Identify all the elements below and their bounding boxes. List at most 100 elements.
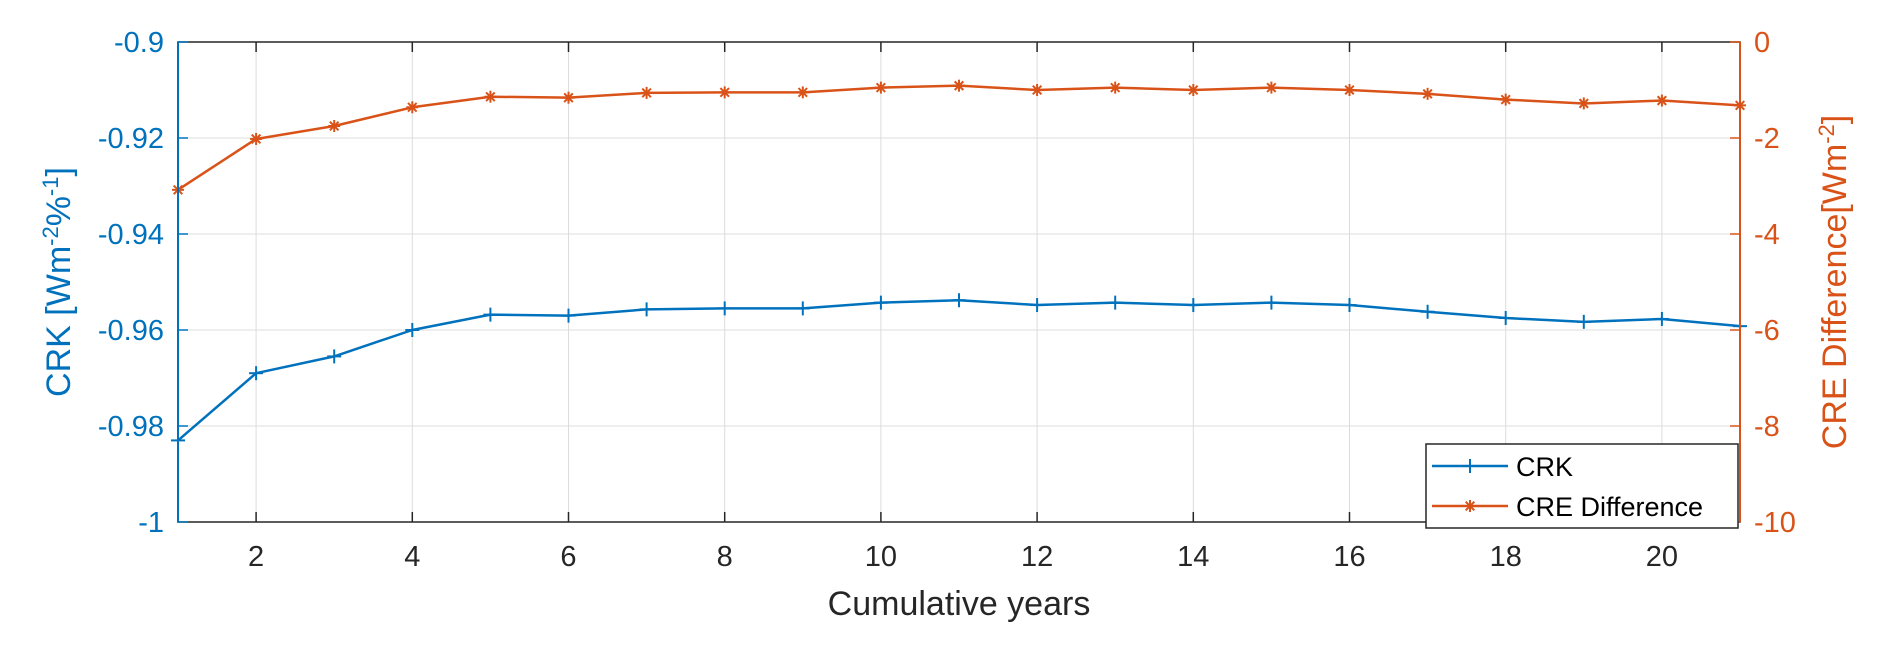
y-axis-right-title: CRE Difference[Wm-2] [1814, 115, 1855, 449]
crk-point [483, 307, 498, 322]
cre-difference-point-d2 [719, 87, 730, 98]
cre-difference-point-d2 [1578, 98, 1589, 109]
y-right-title-part-2: ] [1816, 115, 1854, 124]
cre-difference-point [1109, 81, 1122, 94]
x-tick-label: 18 [1490, 541, 1522, 573]
y-right-tick-label: -8 [1754, 411, 1780, 443]
crk-point [639, 302, 654, 317]
cre-difference-point [328, 120, 341, 132]
cre-difference-point [953, 79, 965, 92]
cre-difference-point [1343, 84, 1356, 96]
cre-difference-point-d2 [251, 133, 262, 144]
y-axis-left-title: CRK [Wm-2%-1] [38, 167, 79, 397]
cre-difference-point [718, 86, 731, 99]
y-right-tick-label: -6 [1754, 315, 1780, 347]
crk-point [1654, 311, 1669, 326]
cre-difference-point [640, 86, 653, 99]
cre-difference-point-d2 [797, 87, 808, 98]
x-tick-label: 20 [1646, 541, 1678, 573]
legend-marker-cre-difference-d2 [1464, 500, 1476, 512]
cre-difference-point [484, 90, 497, 103]
cre-difference-point-d2 [875, 82, 886, 93]
crk-point [795, 301, 810, 316]
cre-difference-point-d2 [953, 80, 965, 91]
cre-difference-point [250, 132, 263, 145]
cre-difference-point [1499, 93, 1512, 106]
cre-difference-point [406, 101, 419, 114]
cre-difference-point [796, 86, 809, 99]
crk-point [1186, 298, 1201, 313]
cre-difference-point [1655, 94, 1668, 107]
y-left-tick-label: -0.92 [98, 123, 164, 155]
crk-point [873, 295, 888, 310]
axis-ticks: 2 4 6 8 10 12 14 16 18 20 -1 -0.98 -0.96 -0.94 -0.92 -0… [98, 27, 1796, 573]
crk-point [327, 349, 342, 364]
cre-difference-point-d2 [1344, 84, 1355, 96]
legend-box [1425, 443, 1739, 529]
cre-difference-point-d2 [485, 91, 496, 102]
crk-point [249, 366, 264, 381]
cre-difference-point-d2 [1656, 95, 1667, 106]
legend-marker-crk [1463, 459, 1477, 473]
crk-point [1264, 295, 1279, 310]
x-tick-label: 10 [865, 541, 897, 573]
cre-difference-point [562, 91, 575, 104]
y-left-tick-label: -0.94 [98, 219, 164, 251]
y-right-tick-label: -4 [1754, 219, 1780, 251]
y-left-title-sup-2: -1 [38, 177, 63, 197]
y-right-tick-label: 0 [1754, 27, 1770, 59]
cre-difference-point-d2 [1500, 94, 1511, 105]
cre-difference-point-d2 [1110, 82, 1121, 93]
y-right-tick-label: -2 [1754, 123, 1780, 155]
y-right-title-part-1: CRE Difference[Wm [1816, 144, 1854, 449]
crk-point [1576, 314, 1591, 329]
y-left-title-part-3: ] [40, 167, 78, 176]
legend: CRK CRE Difference [1425, 443, 1739, 529]
y-left-title-part-2: % [40, 196, 78, 226]
cre-difference-point-d2 [563, 92, 574, 103]
y-left-title-part-1: CRK [Wm [40, 246, 78, 397]
cre-difference-point [1031, 84, 1044, 96]
y-left-tick-label: -0.98 [98, 411, 164, 443]
cre-difference-point [1421, 87, 1434, 100]
y-right-tick-label: -10 [1754, 507, 1796, 539]
x-tick-label: 14 [1177, 541, 1209, 573]
crk-point [1498, 311, 1513, 325]
y-left-tick-label: -0.96 [98, 315, 164, 347]
x-tick-label: 8 [717, 541, 733, 573]
crk-point [405, 323, 420, 337]
cre-difference-point-d2 [1422, 88, 1433, 99]
x-axis-title: Cumulative years [828, 585, 1091, 623]
cre-difference-point [1577, 97, 1590, 110]
x-tick-label: 16 [1333, 541, 1365, 573]
x-tick-label: 6 [560, 541, 576, 573]
crk-point [1030, 298, 1045, 313]
cre-difference-point-d2 [407, 102, 418, 113]
x-tick-label: 2 [248, 541, 264, 573]
cre-difference-point-d2 [329, 120, 340, 132]
legend-label-crk: CRK [1516, 452, 1573, 482]
cre-difference-point-d2 [1032, 84, 1043, 96]
crk-point [1342, 298, 1357, 313]
x-tick-label: 4 [404, 541, 420, 573]
cre-difference-point-d2 [1266, 82, 1277, 93]
crk-point [561, 308, 576, 323]
cre-difference-point-d2 [1188, 84, 1199, 96]
y-left-title-sup-1: -2 [38, 226, 63, 246]
x-tick-label: 12 [1021, 541, 1053, 573]
cre-difference-point [1265, 81, 1278, 94]
crk-point [1420, 304, 1435, 319]
cre-difference-point-d2 [641, 87, 652, 98]
cre-difference-point [1187, 84, 1200, 96]
y-left-tick-label: -1 [138, 507, 164, 539]
crk-point [717, 301, 732, 316]
y-right-title-sup: -2 [1814, 124, 1839, 144]
cre-difference-point [874, 81, 887, 94]
legend-label-cre-difference: CRE Difference [1516, 492, 1703, 522]
crk-point [1108, 295, 1123, 310]
crk-point [952, 293, 966, 308]
legend-marker-cre-difference [1464, 500, 1476, 512]
y-left-tick-label: -0.9 [114, 27, 164, 59]
series-layer [171, 79, 1747, 448]
